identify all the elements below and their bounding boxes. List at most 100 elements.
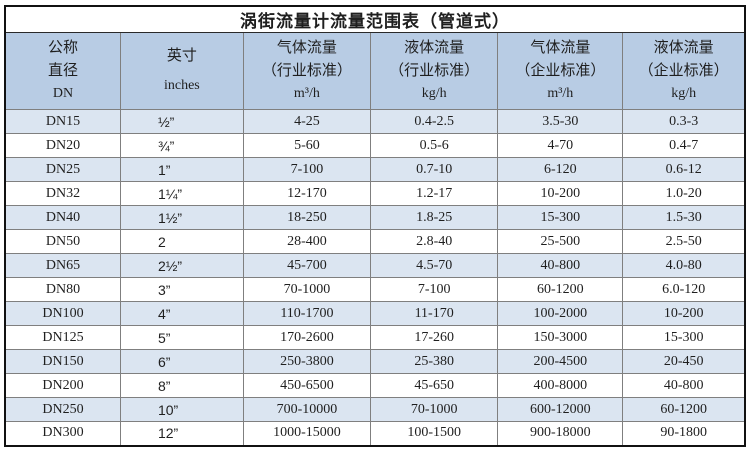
cell-gas-enterprise: 600-12000 bbox=[497, 397, 624, 422]
table-row: DN150 6” 250-3800 25-380 200-4500 20-450 bbox=[4, 349, 746, 374]
cell-gas-industry: 28-400 bbox=[242, 229, 372, 254]
table-row: DN32 1¼” 12-170 1.2-17 10-200 1.0-20 bbox=[4, 181, 746, 206]
cell-dn: DN100 bbox=[4, 301, 121, 326]
table-row: DN200 8” 450-6500 45-650 400-8000 40-800 bbox=[4, 373, 746, 398]
header-line: （行业标准） bbox=[389, 63, 480, 79]
cell-gas-industry: 5-60 bbox=[242, 133, 372, 158]
column-header-liquid-industry: 液体流量 （行业标准） kg/h bbox=[370, 32, 499, 110]
cell-gas-industry: 1000-15000 bbox=[242, 421, 372, 446]
cell-inches: 3” bbox=[119, 277, 244, 302]
cell-dn: DN32 bbox=[4, 181, 121, 206]
table-row: DN15 ½” 4-25 0.4-2.5 3.5-30 0.3-3 bbox=[4, 109, 746, 134]
cell-gas-industry: 12-170 bbox=[242, 181, 372, 206]
title-row: 涡街流量计流量范围表（管道式） bbox=[5, 6, 745, 33]
cell-inches: 2½” bbox=[119, 253, 244, 278]
table-row: DN50 2 28-400 2.8-40 25-500 2.5-50 bbox=[4, 229, 746, 254]
table-row: DN125 5” 170-2600 17-260 150-3000 15-300 bbox=[4, 325, 746, 350]
table-row: DN20 ¾” 5-60 0.5-6 4-70 0.4-7 bbox=[4, 133, 746, 158]
cell-dn: DN50 bbox=[4, 229, 121, 254]
cell-liquid-enterprise: 10-200 bbox=[622, 301, 746, 326]
cell-dn: DN15 bbox=[4, 109, 121, 134]
header-line: 公称 bbox=[47, 40, 78, 56]
header-line: （行业标准） bbox=[261, 63, 352, 79]
column-header-liquid-enterprise: 液体流量 （企业标准） kg/h bbox=[622, 32, 746, 110]
cell-liquid-industry: 0.5-6 bbox=[370, 133, 499, 158]
cell-gas-enterprise: 6-120 bbox=[497, 157, 624, 182]
cell-gas-enterprise: 150-3000 bbox=[497, 325, 624, 350]
cell-gas-enterprise: 3.5-30 bbox=[497, 109, 624, 134]
cell-gas-enterprise: 25-500 bbox=[497, 229, 624, 254]
table-row: DN300 12” 1000-15000 100-1500 900-18000 … bbox=[4, 421, 746, 446]
table-row: DN25 1” 7-100 0.7-10 6-120 0.6-12 bbox=[4, 157, 746, 182]
cell-gas-industry: 7-100 bbox=[242, 157, 372, 182]
cell-inches: 1½” bbox=[119, 205, 244, 230]
cell-inches: 10” bbox=[119, 397, 244, 422]
cell-liquid-industry: 7-100 bbox=[370, 277, 499, 302]
cell-liquid-enterprise: 0.6-12 bbox=[622, 157, 746, 182]
cell-liquid-industry: 70-1000 bbox=[370, 397, 499, 422]
cell-liquid-industry: 1.2-17 bbox=[370, 181, 499, 206]
cell-inches: 2 bbox=[119, 229, 244, 254]
header-line: DN bbox=[52, 86, 74, 101]
header-line: 英寸 bbox=[166, 47, 197, 64]
cell-liquid-industry: 4.5-70 bbox=[370, 253, 499, 278]
cell-liquid-enterprise: 90-1800 bbox=[622, 421, 746, 446]
cell-gas-industry: 170-2600 bbox=[242, 325, 372, 350]
cell-liquid-enterprise: 4.0-80 bbox=[622, 253, 746, 278]
header-row: 公称 直径 DN 英寸 inches 气体流量 （行业标准） m³/h bbox=[4, 32, 746, 110]
header-line: （企业标准） bbox=[515, 63, 606, 79]
cell-inches: ¾” bbox=[119, 133, 244, 158]
cell-gas-enterprise: 100-2000 bbox=[497, 301, 624, 326]
header-line: m³/h bbox=[293, 86, 320, 101]
cell-liquid-enterprise: 0.3-3 bbox=[622, 109, 746, 134]
cell-gas-enterprise: 60-1200 bbox=[497, 277, 624, 302]
cell-gas-enterprise: 10-200 bbox=[497, 181, 624, 206]
cell-dn: DN200 bbox=[4, 373, 121, 398]
table-title: 涡街流量计流量范围表（管道式） bbox=[5, 6, 745, 33]
cell-liquid-industry: 2.8-40 bbox=[370, 229, 499, 254]
cell-liquid-enterprise: 0.4-7 bbox=[622, 133, 746, 158]
column-header-dn: 公称 直径 DN bbox=[4, 32, 121, 110]
cell-inches: 6” bbox=[119, 349, 244, 374]
header-line: m³/h bbox=[547, 86, 574, 101]
header-line: 液体流量 bbox=[653, 40, 714, 56]
cell-liquid-enterprise: 2.5-50 bbox=[622, 229, 746, 254]
column-header-gas-enterprise: 气体流量 （企业标准） m³/h bbox=[497, 32, 624, 110]
cell-gas-industry: 70-1000 bbox=[242, 277, 372, 302]
cell-gas-enterprise: 400-8000 bbox=[497, 373, 624, 398]
table-row: DN40 1½” 18-250 1.8-25 15-300 1.5-30 bbox=[4, 205, 746, 230]
cell-liquid-industry: 17-260 bbox=[370, 325, 499, 350]
cell-liquid-industry: 0.4-2.5 bbox=[370, 109, 499, 134]
table-row: DN100 4” 110-1700 11-170 100-2000 10-200 bbox=[4, 301, 746, 326]
cell-inches: 1” bbox=[119, 157, 244, 182]
cell-inches: 8” bbox=[119, 373, 244, 398]
cell-gas-enterprise: 200-4500 bbox=[497, 349, 624, 374]
cell-inches: 12” bbox=[119, 421, 244, 446]
header-line: 气体流量 bbox=[530, 40, 591, 56]
cell-liquid-enterprise: 1.0-20 bbox=[622, 181, 746, 206]
header-line: （企业标准） bbox=[638, 63, 729, 79]
cell-gas-enterprise: 4-70 bbox=[497, 133, 624, 158]
column-header-inches: 英寸 inches bbox=[119, 32, 244, 110]
cell-liquid-industry: 100-1500 bbox=[370, 421, 499, 446]
header-line: inches bbox=[163, 78, 200, 94]
cell-liquid-enterprise: 20-450 bbox=[622, 349, 746, 374]
header-line: 液体流量 bbox=[404, 40, 465, 56]
table-row: DN80 3” 70-1000 7-100 60-1200 6.0-120 bbox=[4, 277, 746, 302]
cell-liquid-industry: 11-170 bbox=[370, 301, 499, 326]
cell-dn: DN80 bbox=[4, 277, 121, 302]
flow-range-table: 涡街流量计流量范围表（管道式） 公称 直径 DN 英寸 inches bbox=[4, 5, 746, 447]
cell-liquid-industry: 0.7-10 bbox=[370, 157, 499, 182]
cell-dn: DN65 bbox=[4, 253, 121, 278]
cell-liquid-enterprise: 15-300 bbox=[622, 325, 746, 350]
cell-inches: ½” bbox=[119, 109, 244, 134]
cell-dn: DN125 bbox=[4, 325, 121, 350]
header-line: 直径 bbox=[47, 63, 78, 79]
column-header-gas-industry: 气体流量 （行业标准） m³/h bbox=[242, 32, 372, 110]
cell-inches: 4” bbox=[119, 301, 244, 326]
cell-gas-industry: 4-25 bbox=[242, 109, 372, 134]
cell-gas-enterprise: 900-18000 bbox=[497, 421, 624, 446]
cell-liquid-industry: 1.8-25 bbox=[370, 205, 499, 230]
cell-gas-industry: 18-250 bbox=[242, 205, 372, 230]
